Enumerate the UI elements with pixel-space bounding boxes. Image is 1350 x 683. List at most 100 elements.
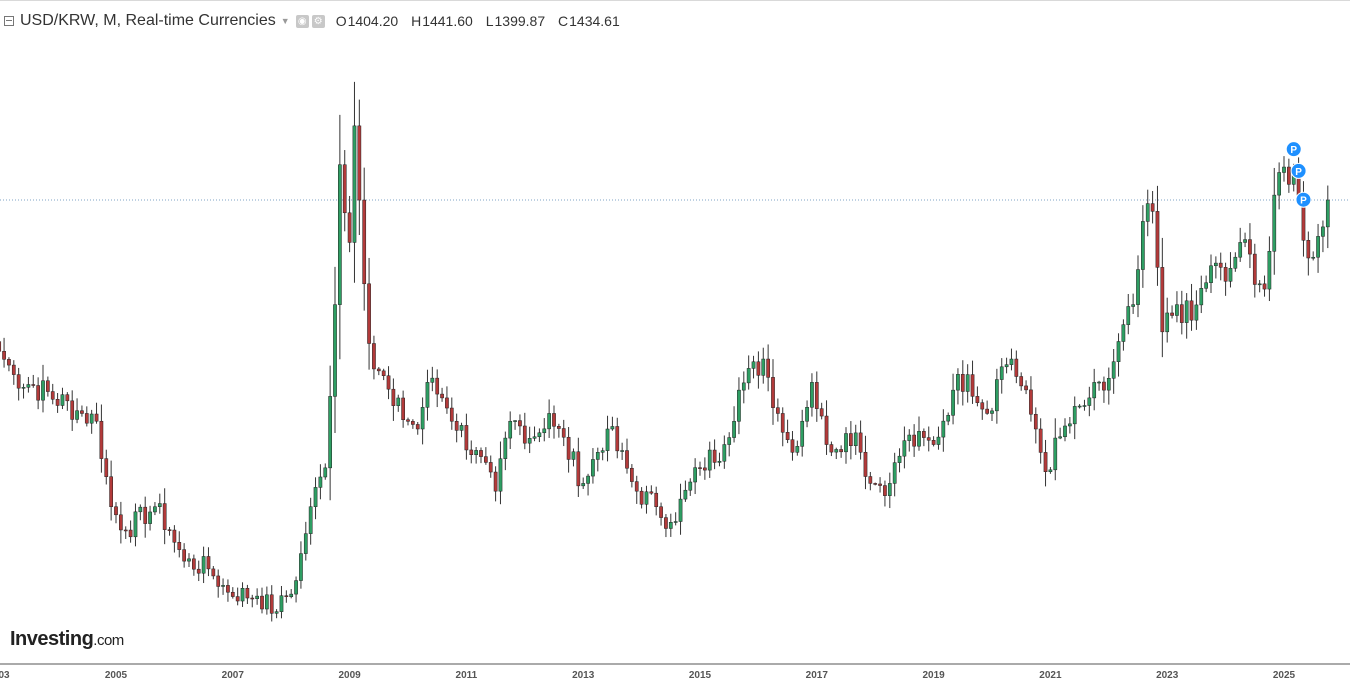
- candle-body: [211, 568, 216, 577]
- candle-body: [294, 580, 298, 595]
- candle-body: [143, 506, 148, 524]
- logo-suffix: .com: [93, 632, 124, 649]
- gear-icon[interactable]: ⚙: [311, 14, 325, 28]
- candle-body: [1267, 251, 1272, 290]
- candle-body: [192, 558, 196, 570]
- candle-body: [420, 407, 425, 430]
- candle-body: [391, 388, 396, 406]
- candle-body: [678, 498, 683, 522]
- candle-body: [717, 460, 722, 463]
- open-value: 1404.20: [347, 13, 399, 29]
- close-label: C: [558, 13, 569, 29]
- candle-body: [65, 394, 70, 402]
- candle-body: [1160, 267, 1165, 333]
- candle-body: [1218, 262, 1223, 268]
- candle-body: [31, 384, 36, 386]
- candle-body: [1038, 428, 1043, 453]
- candle-body: [235, 596, 240, 602]
- chart-title: USD/KRW, M, Real-time Currencies: [20, 12, 276, 29]
- candle-body: [912, 434, 916, 447]
- candle-body: [265, 594, 269, 610]
- candle-body: [698, 467, 702, 469]
- candle-body: [610, 426, 615, 430]
- candle-body: [1228, 268, 1233, 282]
- candle-body: [162, 503, 167, 530]
- candle-body: [26, 384, 31, 388]
- price-marker-label: P: [1295, 167, 1302, 178]
- candle-body: [892, 462, 897, 484]
- candle-body: [279, 595, 284, 612]
- x-tick-label: 2009: [338, 670, 361, 681]
- candle-body: [1106, 378, 1111, 391]
- candle-body: [668, 522, 673, 529]
- candle-body: [333, 304, 337, 397]
- candle-body: [80, 410, 84, 414]
- candle-body: [761, 358, 766, 376]
- candle-body: [114, 506, 118, 516]
- candle-body: [1321, 226, 1325, 237]
- candle-body: [157, 503, 162, 507]
- candle-body: [172, 529, 177, 543]
- chevron-down-icon[interactable]: ▼: [280, 16, 290, 26]
- candle-body: [795, 446, 800, 453]
- candle-body: [386, 375, 391, 390]
- candle-body: [732, 421, 736, 438]
- candle-body: [1077, 405, 1082, 408]
- candle-body: [1121, 324, 1126, 342]
- x-tick-label: 2023: [1156, 670, 1179, 681]
- candle-body: [800, 420, 805, 447]
- candle-body: [766, 358, 770, 378]
- candle-body: [571, 451, 576, 460]
- candle-body: [1058, 436, 1062, 439]
- candle-body: [849, 433, 853, 447]
- candle-body: [133, 511, 138, 538]
- candle-body: [1019, 376, 1024, 387]
- candle-body: [1145, 203, 1150, 222]
- candle-body: [1141, 221, 1145, 270]
- eye-icon[interactable]: ◉: [295, 14, 309, 28]
- candle-body: [406, 419, 410, 422]
- candle-body: [902, 440, 907, 457]
- candle-body: [415, 424, 420, 430]
- low-label: L: [485, 13, 494, 29]
- candle-body: [1155, 211, 1160, 268]
- candle-body: [362, 199, 367, 285]
- candle-body: [586, 475, 590, 484]
- candle-body: [810, 382, 814, 408]
- candle-body: [75, 410, 79, 420]
- candle-body: [488, 462, 493, 473]
- candle-body: [357, 125, 362, 201]
- candle-body: [727, 437, 732, 445]
- candle-body: [513, 420, 517, 422]
- candle-body: [1072, 406, 1077, 425]
- candle-body: [128, 529, 133, 538]
- candle-body: [464, 425, 469, 451]
- candle-body: [1233, 256, 1238, 269]
- candle-body: [922, 431, 926, 438]
- candle-body: [401, 397, 405, 420]
- price-marker: [1290, 162, 1307, 179]
- candle-body: [396, 397, 401, 406]
- candle-body: [274, 611, 279, 614]
- candle-body: [84, 413, 89, 424]
- candle-body: [649, 491, 654, 494]
- candle-body: [542, 428, 547, 434]
- candle-body: [561, 428, 566, 438]
- candle-body: [1243, 239, 1247, 243]
- candle-body: [527, 438, 532, 444]
- candle-body: [858, 432, 863, 453]
- candle-body: [625, 450, 629, 469]
- candle-body: [250, 597, 255, 600]
- candle-body: [2, 351, 6, 360]
- candle-body: [328, 396, 332, 469]
- collapse-toggle-icon[interactable]: [4, 16, 14, 26]
- candle-body: [1033, 413, 1038, 430]
- candle-body: [878, 483, 882, 486]
- candle-body: [376, 368, 381, 372]
- logo-main: Investing: [10, 628, 94, 650]
- open-label: O: [335, 13, 347, 29]
- candle-body: [367, 283, 371, 344]
- candle-body: [931, 440, 936, 445]
- candle-body: [36, 385, 40, 401]
